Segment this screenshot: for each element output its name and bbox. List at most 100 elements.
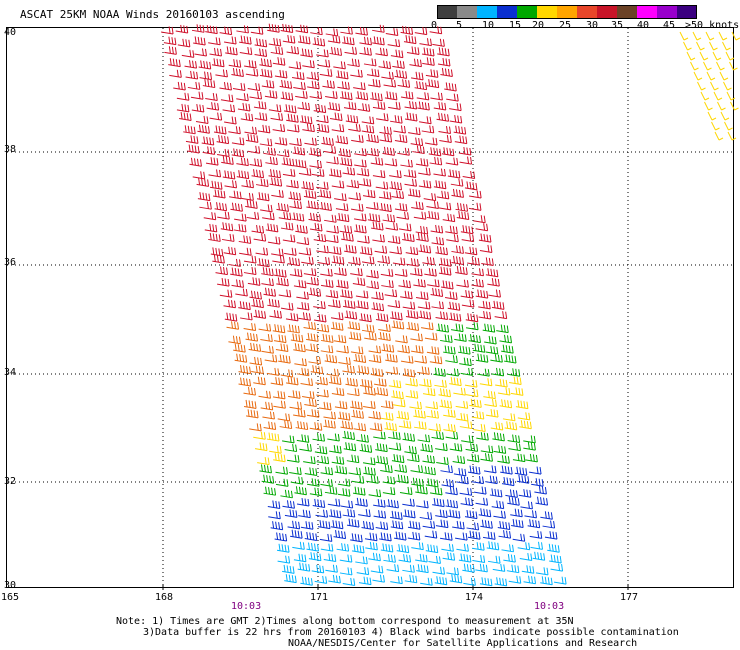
wind-barb <box>319 201 332 212</box>
wind-barb <box>351 475 365 484</box>
wind-barb <box>275 343 289 353</box>
wind-barb <box>388 379 402 389</box>
wind-barb <box>259 58 272 68</box>
wind-barb <box>397 147 410 156</box>
wind-barb <box>241 179 254 189</box>
wind-barb <box>361 116 375 125</box>
wind-barb <box>289 200 302 210</box>
wind-barb <box>422 387 436 397</box>
wind-barb <box>425 69 439 78</box>
wind-barb <box>191 24 205 33</box>
wind-barb <box>306 71 320 81</box>
wind-barb <box>407 531 421 541</box>
wind-barb <box>391 190 405 199</box>
wind-barb <box>302 60 315 69</box>
colorbar-swatch <box>597 5 618 19</box>
wind-barb <box>480 445 494 454</box>
wind-barb <box>468 202 482 211</box>
wind-barb <box>426 79 440 89</box>
wind-barb <box>284 574 297 584</box>
wind-barb <box>231 67 244 78</box>
wind-barb <box>195 115 209 124</box>
wind-barb <box>310 27 323 36</box>
wind-barb <box>540 511 553 520</box>
wind-barb <box>261 267 274 277</box>
wind-barb <box>414 421 427 430</box>
wind-barb <box>293 553 307 563</box>
wind-barb <box>259 138 273 147</box>
wind-barb <box>510 508 523 518</box>
wind-barb <box>477 368 490 377</box>
wind-barb <box>445 499 459 509</box>
wind-barb <box>303 456 316 465</box>
wind-barb <box>340 26 353 35</box>
wind-barb <box>379 203 392 213</box>
wind-barb <box>482 323 496 333</box>
wind-barb <box>205 157 219 166</box>
wind-barb <box>263 147 276 156</box>
wind-barb <box>347 321 361 331</box>
colorbar-swatch <box>637 5 658 19</box>
wind-barb <box>359 47 372 56</box>
wind-barb <box>402 368 416 378</box>
wind-barb <box>518 489 532 498</box>
wind-barb <box>279 79 293 89</box>
wind-barb <box>312 433 325 442</box>
wind-barb <box>723 81 732 91</box>
wind-barb <box>479 378 493 387</box>
wind-barb <box>175 24 189 34</box>
wind-barb <box>404 100 418 110</box>
wind-barb <box>314 575 328 584</box>
wind-barb <box>341 232 354 242</box>
wind-barb <box>270 377 284 386</box>
wind-barb <box>276 149 290 158</box>
wind-barb <box>466 522 480 531</box>
wind-barb <box>473 215 486 224</box>
wind-barb <box>478 233 492 243</box>
wind-barb <box>432 566 446 575</box>
wind-barb <box>231 148 245 158</box>
wind-barb <box>320 333 334 343</box>
wind-barb <box>344 46 358 55</box>
wind-barb <box>272 57 286 66</box>
wind-barb <box>258 390 272 399</box>
wind-barb <box>254 48 268 57</box>
wind-barb <box>467 530 481 540</box>
wind-barb <box>264 354 278 363</box>
wind-barb <box>244 59 257 69</box>
wind-barb <box>283 104 297 114</box>
wind-barb <box>256 192 270 202</box>
wind-barb <box>409 401 422 410</box>
wind-barb <box>459 420 473 430</box>
wind-barb <box>416 92 430 101</box>
wind-barb <box>441 543 454 552</box>
wind-barb <box>264 90 278 99</box>
wind-barb <box>228 126 241 135</box>
wind-barb <box>400 25 414 35</box>
wind-barb <box>320 279 334 288</box>
wind-barb <box>359 36 372 46</box>
wind-barb <box>316 123 330 133</box>
wind-barb <box>193 36 206 46</box>
wind-barb <box>523 442 536 451</box>
wind-barb <box>404 574 418 584</box>
wind-barb <box>216 135 230 145</box>
wind-barb <box>340 289 353 299</box>
wind-barb <box>275 478 289 487</box>
wind-barb <box>314 445 328 455</box>
wind-barb <box>479 244 493 253</box>
wind-barb <box>394 134 408 143</box>
wind-barb <box>336 279 349 289</box>
wind-barb <box>354 224 367 234</box>
wind-barb <box>491 367 505 377</box>
wind-barb <box>368 552 381 562</box>
wind-barb <box>440 465 453 474</box>
wind-barb <box>452 455 466 465</box>
wind-barb <box>280 91 294 101</box>
wind-barb <box>479 577 493 587</box>
wind-barb <box>459 156 473 165</box>
wind-barb <box>433 101 447 111</box>
wind-barb <box>392 399 406 408</box>
wind-barb <box>335 70 349 80</box>
legend-label-35: 35 <box>611 20 624 31</box>
